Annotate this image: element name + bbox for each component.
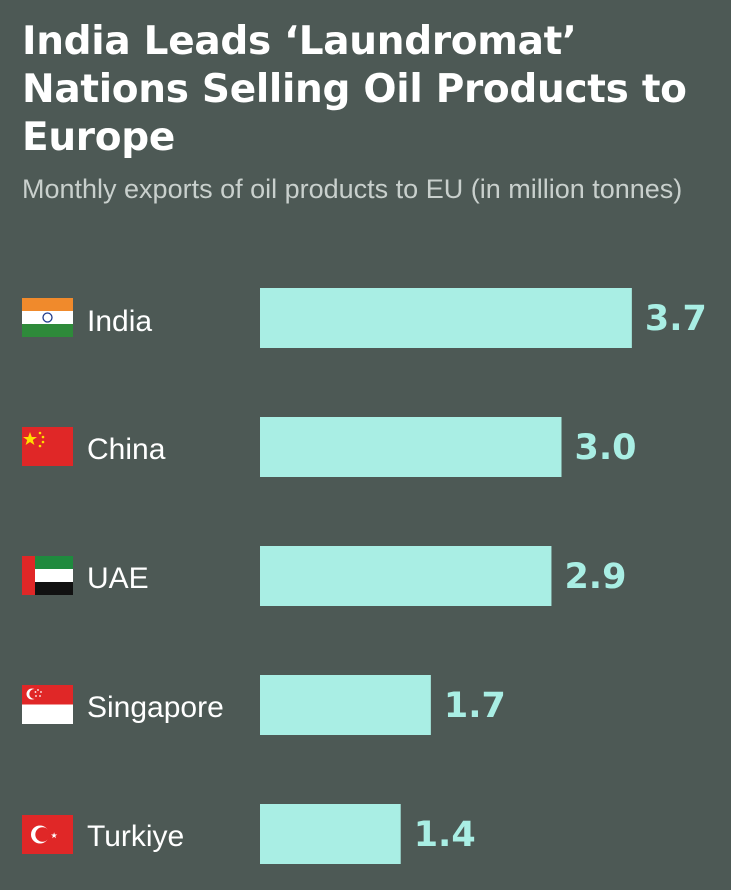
uae-flag-icon xyxy=(22,556,73,595)
bar-china xyxy=(260,417,562,477)
bar-india xyxy=(260,288,632,348)
value-label-turkiye: 1.4 xyxy=(414,815,476,855)
bar-singapore xyxy=(260,675,431,735)
chart-subtitle: Monthly exports of oil products to EU (i… xyxy=(22,174,683,204)
value-label-india: 3.7 xyxy=(645,299,707,339)
bars-group xyxy=(260,288,632,864)
category-label: India xyxy=(87,305,152,338)
chart-title: India Leads ‘Laundromat’ Nations Selling… xyxy=(22,19,687,160)
value-labels-group: 3.7 3.0 2.9 1.7 1.4 xyxy=(414,299,707,855)
category-label: Turkiye xyxy=(87,820,184,853)
bar-turkiye xyxy=(260,804,401,864)
india-flag-icon xyxy=(22,298,73,337)
value-label-uae: 2.9 xyxy=(564,557,626,597)
turkiye-flag-icon xyxy=(22,815,73,854)
category-label: China xyxy=(87,433,166,466)
category-label: UAE xyxy=(87,562,149,595)
bar-uae xyxy=(260,546,552,606)
value-label-singapore: 1.7 xyxy=(444,686,506,726)
china-flag-icon xyxy=(22,427,73,466)
singapore-flag-icon xyxy=(22,685,73,724)
category-label: Singapore xyxy=(87,691,224,724)
value-label-china: 3.0 xyxy=(575,428,637,468)
